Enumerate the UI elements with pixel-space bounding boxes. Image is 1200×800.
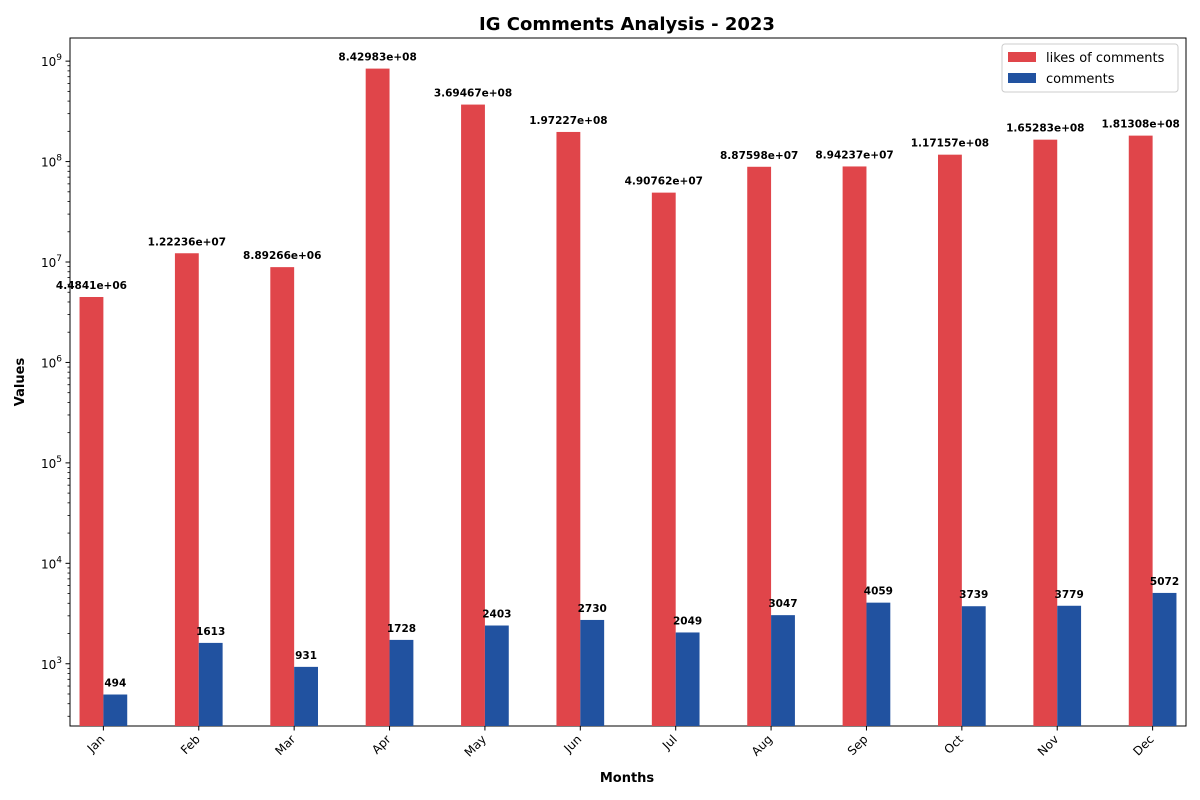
y-tick-label: 107 <box>41 254 62 270</box>
bar-comments <box>675 632 700 726</box>
legend-swatch <box>1008 73 1036 83</box>
y-tick-label: 104 <box>41 555 62 571</box>
y-tick-label: 105 <box>41 455 62 471</box>
data-label-likes: 1.17157e+08 <box>911 138 989 150</box>
bar-comments <box>198 642 223 726</box>
data-label-comments: 1728 <box>387 623 416 635</box>
bar-likes-of-comments <box>174 253 199 726</box>
data-label-likes: 8.42983e+08 <box>338 52 416 64</box>
bar-comments <box>1057 605 1082 726</box>
plot-frame <box>69 37 1187 727</box>
data-label-comments: 5072 <box>1150 576 1179 588</box>
x-axis-label: Months <box>600 771 655 786</box>
bar-comments <box>294 666 318 726</box>
bar-comments <box>484 625 509 726</box>
chart-title: IG Comments Analysis - 2023 <box>479 14 775 35</box>
bar-comments <box>1152 592 1177 726</box>
bar-likes-of-comments <box>1128 135 1153 727</box>
bar-likes-of-comments <box>556 131 581 726</box>
x-tick-label: Nov <box>1035 732 1061 758</box>
x-tick-label: Dec <box>1130 732 1156 758</box>
bar-likes-of-comments <box>79 296 104 726</box>
bar-comments <box>866 602 891 726</box>
x-tick-label: Aug <box>749 732 775 758</box>
x-tick-label: Sep <box>845 732 871 758</box>
data-label-comments: 931 <box>295 650 317 662</box>
data-label-likes: 1.81308e+08 <box>1102 119 1180 131</box>
data-label-likes: 8.89266e+06 <box>243 250 321 262</box>
x-tick-label: Feb <box>178 732 203 757</box>
y-tick-label: 106 <box>41 354 62 370</box>
bar-comments <box>580 619 605 726</box>
data-label-likes: 3.69467e+08 <box>434 88 512 100</box>
bar-likes-of-comments <box>270 267 295 726</box>
x-tick-label: Jan <box>84 732 108 756</box>
data-label-likes: 1.65283e+08 <box>1006 123 1084 135</box>
bar-likes-of-comments <box>938 154 962 726</box>
data-label-comments: 3739 <box>959 589 988 601</box>
bar-comments <box>961 606 986 726</box>
data-label-likes: 8.87598e+07 <box>720 150 798 162</box>
x-tick-label: Oct <box>941 732 966 757</box>
data-label-comments: 3779 <box>1055 589 1084 601</box>
bar-likes-of-comments <box>842 166 867 726</box>
x-tick-label: May <box>462 732 489 759</box>
data-label-likes: 8.94237e+07 <box>815 149 893 161</box>
bar-likes-of-comments <box>747 166 772 727</box>
y-tick-label: 109 <box>41 53 62 69</box>
legend-label: likes of comments <box>1046 51 1165 66</box>
legend: likes of comments comments <box>1001 43 1179 93</box>
data-label-comments: 2730 <box>578 603 607 615</box>
x-tick-label: Apr <box>369 732 394 757</box>
data-label-comments: 3047 <box>768 598 797 610</box>
bar-comments <box>103 694 128 726</box>
data-label-likes: 4.4841e+06 <box>56 280 127 292</box>
x-tick-label: Mar <box>272 732 298 758</box>
legend-label: comments <box>1046 72 1115 87</box>
legend-swatch <box>1008 52 1036 62</box>
data-label-likes: 4.90762e+07 <box>625 176 703 188</box>
bar-likes-of-comments <box>651 192 676 726</box>
data-label-comments: 1613 <box>196 626 225 638</box>
bar-comments <box>389 639 414 726</box>
data-label-comments: 494 <box>104 678 126 690</box>
data-label-comments: 2049 <box>673 615 702 627</box>
data-label-likes: 1.22236e+07 <box>148 236 226 248</box>
y-tick-label: 108 <box>41 154 62 170</box>
x-tick-label: Jul <box>659 732 680 753</box>
data-label-comments: 2403 <box>482 609 511 621</box>
plot-area: 103 104 105 106 107 108 109 4.4841e+06 494 Jan 1.2… <box>41 37 1187 760</box>
bar-likes-of-comments <box>461 104 485 727</box>
data-label-comments: 4059 <box>864 586 893 598</box>
bar-comments <box>771 615 795 726</box>
bar-likes-of-comments <box>1033 139 1058 726</box>
y-tick-label: 103 <box>41 656 62 672</box>
data-label-likes: 1.97227e+08 <box>529 115 607 127</box>
x-tick-label: Jun <box>561 732 585 756</box>
bar-likes-of-comments <box>365 68 390 727</box>
legend-box <box>1001 43 1179 93</box>
y-axis-label: Values <box>13 358 28 407</box>
